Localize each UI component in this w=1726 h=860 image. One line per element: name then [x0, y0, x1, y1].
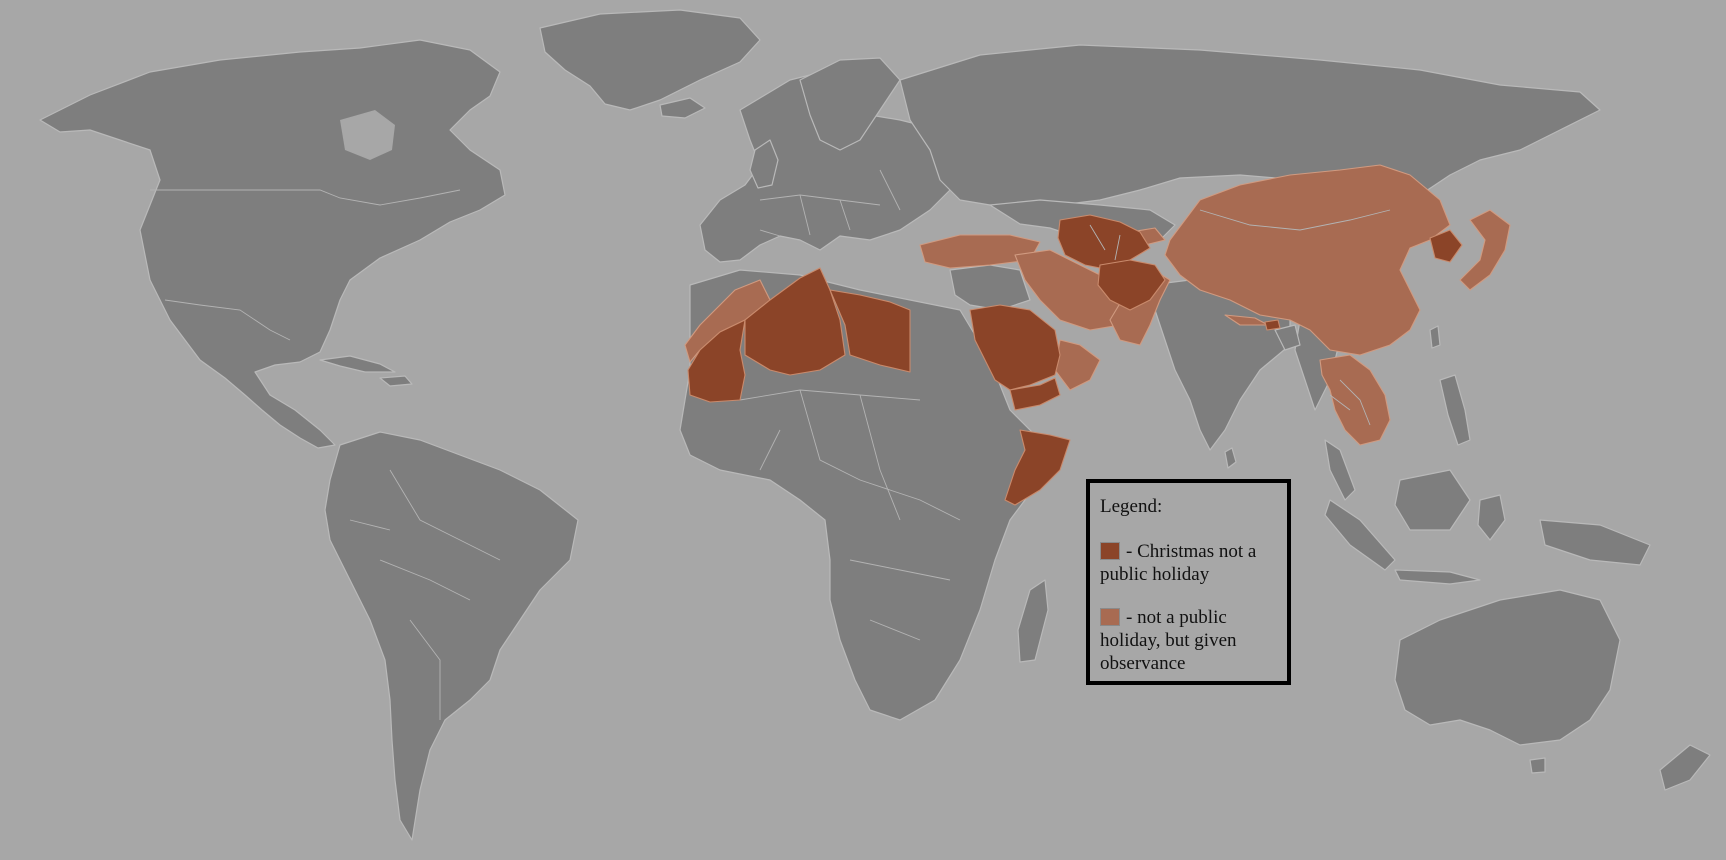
bhutan: [1264, 319, 1281, 331]
madagascar: [1017, 579, 1049, 663]
sulawesi: [1477, 494, 1506, 541]
levant-iraq: [949, 264, 1031, 311]
somalia: [1004, 429, 1071, 506]
hispaniola: [379, 375, 413, 387]
legend-label-christmas-not-holiday: - Christmas not a public holiday: [1100, 541, 1257, 585]
south-america-borders: [349, 469, 501, 720]
legend-label-given-observance: - not a public holiday, but given observ…: [1100, 607, 1237, 674]
europe-borders: [759, 169, 901, 237]
canada-us-border: [150, 189, 461, 206]
greenland: [539, 9, 761, 111]
malay-peninsula: [1324, 439, 1356, 501]
legend-entry-christmas-not-holiday: - Christmas not a public holiday: [1100, 540, 1277, 586]
iceland: [659, 97, 706, 119]
hudson-bay: [340, 110, 395, 160]
map-legend: Legend: - Christmas not a public holiday…: [1086, 479, 1291, 685]
africa: [679, 269, 1061, 721]
philippines: [1439, 374, 1471, 446]
japan: [1459, 209, 1511, 291]
cuba: [319, 355, 396, 373]
legend-swatch-dark-icon: [1100, 542, 1120, 560]
new-zealand: [1659, 744, 1711, 791]
bangladesh: [1274, 324, 1301, 351]
java: [1394, 569, 1481, 585]
sumatra: [1324, 499, 1396, 571]
scandinavia: [799, 57, 901, 151]
great-britain: [749, 139, 779, 189]
borneo: [1394, 469, 1471, 531]
legend-swatch-light-icon: [1100, 608, 1120, 626]
western-sahara-mauritania: [687, 319, 746, 403]
south-america: [324, 431, 579, 841]
new-guinea: [1539, 519, 1651, 566]
australia: [1394, 589, 1621, 746]
china-mongolia-border: [1199, 209, 1391, 231]
saudi-arabia: [969, 304, 1061, 391]
africa-borders: [739, 389, 961, 641]
yemen: [1009, 377, 1061, 411]
indochina: [1319, 354, 1391, 446]
tasmania: [1529, 757, 1546, 774]
afghanistan: [1097, 259, 1166, 311]
libya: [829, 289, 911, 373]
north-korea: [1429, 229, 1463, 263]
algeria: [744, 267, 846, 376]
legend-title: Legend:: [1100, 496, 1163, 517]
us-mexico-border: [164, 299, 291, 341]
indochina-borders: [1329, 379, 1371, 426]
central-asia-border: [1089, 224, 1121, 261]
sri-lanka: [1224, 447, 1237, 469]
taiwan: [1429, 325, 1441, 349]
legend-entry-given-observance: - not a public holiday, but given observ…: [1100, 606, 1277, 675]
